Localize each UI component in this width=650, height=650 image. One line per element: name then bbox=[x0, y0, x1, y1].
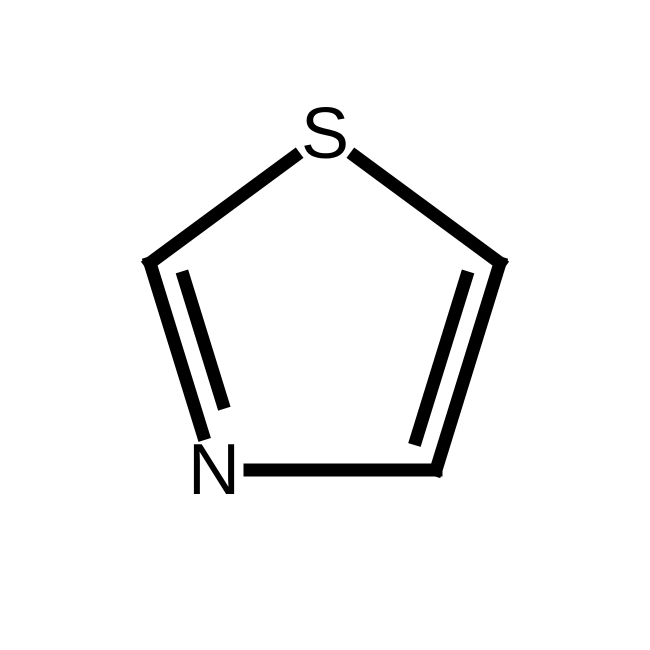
bond-line bbox=[150, 157, 294, 263]
bond-line bbox=[356, 157, 500, 263]
atom-label-s: S bbox=[301, 94, 349, 174]
bond-line bbox=[436, 263, 500, 470]
atom-label-n: N bbox=[188, 430, 240, 510]
molecule-canvas: SN bbox=[0, 0, 650, 650]
bond-line bbox=[150, 263, 203, 434]
